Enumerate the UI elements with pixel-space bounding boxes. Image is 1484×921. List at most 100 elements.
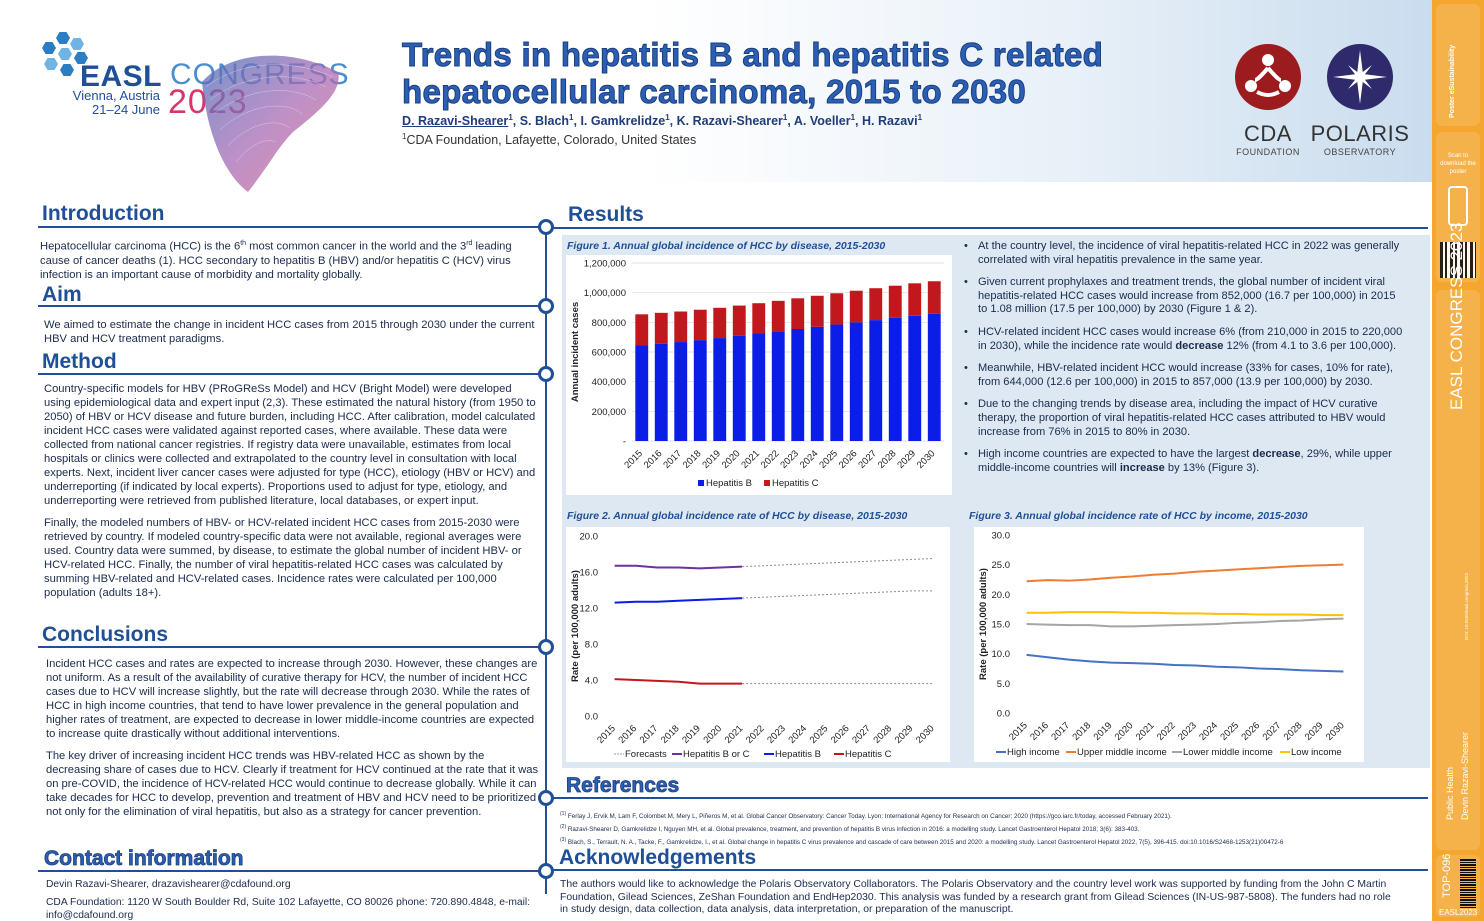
result-bullet: HCV-related incident HCC cases would inc… — [964, 326, 1404, 353]
reference-text: Ferlay J, Ervik M, Lam F, Colombet M, Me… — [566, 813, 1172, 821]
bar-hepatitis-b — [674, 342, 688, 441]
section-node — [538, 219, 554, 235]
bullet-text: Meanwhile, HBV-related incident HCC woul… — [978, 362, 1393, 388]
hex-icon — [60, 64, 74, 76]
x-tick-label: 2025 — [817, 448, 840, 471]
bar-hepatitis-b — [908, 315, 922, 441]
series-line-hepatitis-b-or-c — [614, 564, 743, 570]
result-bullet: Given current prophylaxes and treatment … — [964, 276, 1404, 317]
congress-dates: 21–24 June — [92, 102, 160, 117]
y-tick-label: 200,000 — [592, 407, 626, 418]
bar-hepatitis-c — [869, 288, 883, 321]
bar-hepatitis-c — [713, 307, 727, 339]
series-line-hepatitis-b — [614, 597, 743, 604]
y-axis-label: Annual incident cases — [570, 302, 581, 402]
x-tick-label: 2024 — [786, 723, 809, 746]
author-sup: 1 — [508, 113, 513, 122]
x-tick-label: 2018 — [1071, 720, 1094, 743]
intro-text-c: leading cause of cancer deaths (1). HCC … — [40, 240, 512, 281]
x-tick-label: 2029 — [895, 448, 918, 471]
intro-text: Hepatocellular carcinoma (HCC) is the 6t… — [40, 237, 540, 282]
figure-1-panel: - 200,000 400,000 600,000 800,000 1,000,000 1,… — [566, 255, 952, 495]
y-tick-label: 16.0 — [580, 568, 599, 579]
x-tick-label: 2016 — [616, 723, 639, 746]
presenter-label: Devin Razavi-Shearer — [1460, 731, 1470, 820]
method-paragraph-1: Country-specific models for HBV (PRoGReS… — [44, 383, 536, 507]
hex-icon — [58, 48, 72, 60]
x-tick-label: 2018 — [659, 723, 682, 746]
congress-vertical: EASL CONGRESS 2023 — [1447, 222, 1466, 410]
x-tick-label: 2030 — [1324, 720, 1347, 743]
category-label: Public Health — [1445, 766, 1455, 820]
figure-2-caption: Figure 2. Annual global incidence rate o… — [567, 510, 908, 522]
co-author: , H. Razavi — [855, 114, 918, 129]
y-tick-label: 25.0 — [992, 560, 1011, 571]
reference-text: Razavi-Shearer D, Gamkrelidze I, Nguyen … — [566, 826, 1140, 834]
congress-city: Vienna, Austria — [72, 88, 160, 103]
cda-emblem-icon — [1235, 44, 1301, 110]
x-tick-label: 2022 — [744, 723, 767, 746]
x-tick-label: 2027 — [850, 723, 873, 746]
cda-sub: FOUNDATION — [1236, 147, 1300, 157]
bar-hepatitis-b — [888, 317, 902, 441]
bar-hepatitis-b — [791, 329, 805, 441]
legend-label: Upper middle income — [1077, 747, 1167, 758]
reference-item: (2) Razavi-Shearer D, Gamkrelidze I, Ngu… — [560, 824, 1139, 833]
timeline-line — [545, 234, 547, 894]
bullet-text: 12% (from 4.1 to 3.6 per 100,000). — [1223, 339, 1397, 352]
conclusions-rule — [38, 646, 544, 648]
section-node — [538, 298, 554, 314]
aim-title: Aim — [42, 283, 82, 306]
x-tick-label: 2015 — [1007, 720, 1030, 743]
authors-line: D. Razavi-Shearer1, S. Blach1, I. Gamkre… — [402, 113, 922, 128]
hex-icon — [56, 32, 70, 44]
results-title: Results — [568, 203, 644, 226]
phone-icon — [1448, 186, 1468, 226]
x-tick-label: 2021 — [739, 448, 762, 471]
qr-code[interactable] — [1440, 242, 1476, 278]
author-sup: 1 — [569, 113, 574, 122]
affiliation-text: CDA Foundation, Lafayette, Colorado, Uni… — [406, 133, 697, 148]
legend-label: Hepatitis C — [772, 478, 819, 489]
bar-hepatitis-b — [830, 324, 844, 441]
bar-hepatitis-c — [771, 300, 785, 332]
figure-2-panel: 0.0 4.0 8.0 12.0 16.0 20.0 2015 2016 2017 2018 201… — [566, 527, 950, 762]
y-tick-label: 20.0 — [580, 532, 599, 543]
bar-hepatitis-b — [927, 313, 941, 441]
x-tick-label: 2015 — [595, 723, 618, 746]
section-node — [538, 863, 554, 879]
x-tick-label: 2019 — [1092, 720, 1115, 743]
bar-hepatitis-b — [849, 322, 863, 441]
bar-hepatitis-c — [752, 303, 766, 334]
bar-hepatitis-b — [752, 333, 766, 441]
bullet-text: At the country level, the incidence of v… — [978, 240, 1400, 266]
x-tick-label: 2016 — [1028, 720, 1051, 743]
bar-hepatitis-b — [635, 345, 649, 441]
x-tick-label: 2030 — [915, 448, 938, 471]
x-tick-label: 2021 — [723, 723, 746, 746]
liver-illustration — [202, 55, 339, 192]
intro-sup-a: th — [240, 240, 247, 247]
contact-line-2: CDA Foundation: 1120 W South Boulder Rd,… — [46, 897, 531, 921]
x-tick-label: 2017 — [1049, 720, 1072, 743]
bar-hepatitis-c — [849, 290, 863, 323]
result-bullet: High income countries are expected to ha… — [964, 448, 1404, 475]
co-authors: , S. Blach1, I. Gamkrelidze1, K. Razavi-… — [513, 113, 922, 129]
series-line-lower-middle-income — [1026, 617, 1344, 628]
conclusions-title: Conclusions — [42, 623, 169, 646]
bar-hepatitis-c — [693, 309, 707, 341]
conclusions-text: Incident HCC cases and rates are expecte… — [46, 657, 540, 827]
x-tick-label: 2016 — [642, 448, 665, 471]
hex-icon — [74, 52, 88, 64]
x-tick-label: 2029 — [1303, 720, 1326, 743]
y-tick-label: - — [623, 437, 626, 448]
event-code: EASL2023 — [1439, 908, 1478, 917]
y-tick-label: 1,000,000 — [584, 288, 626, 299]
acknowledgements-text: The authors would like to acknowledge th… — [560, 879, 1391, 915]
results-rule — [553, 227, 1428, 229]
conclusions-paragraph-2: The key driver of increasing incident HC… — [46, 750, 539, 818]
hex-icon — [42, 42, 56, 54]
bar-hepatitis-b — [732, 335, 746, 441]
references-title: References — [566, 774, 680, 798]
x-tick-label: 2017 — [638, 723, 661, 746]
